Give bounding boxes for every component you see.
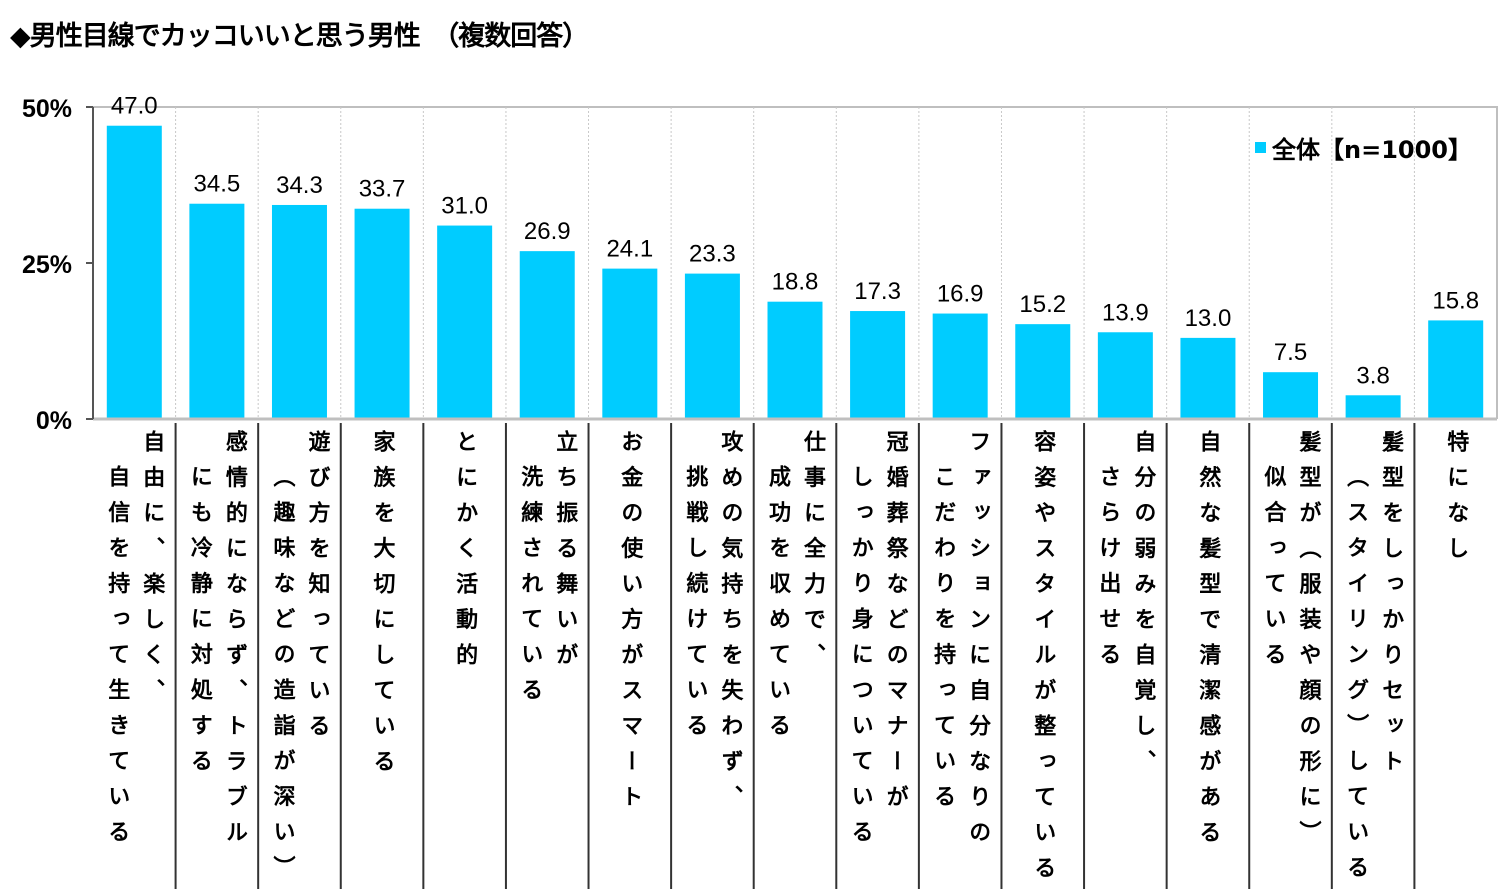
category-label-line: （趣味などの造詣が深い） bbox=[269, 465, 295, 891]
bar bbox=[1015, 324, 1071, 419]
category-label: 自分の弱みを自覚し、 さらけ出せる bbox=[1084, 430, 1167, 785]
category-label-line: 自信を持って生きている bbox=[104, 465, 130, 856]
bar bbox=[1428, 320, 1484, 419]
category-label-line: ファッションに自分なりの bbox=[965, 430, 991, 856]
y-tick-label: 25% bbox=[22, 251, 72, 279]
category-label: ファッションに自分なりの こだわりを持っている bbox=[919, 430, 1002, 856]
category-label-line: 自分の弱みを自覚し、 bbox=[1130, 430, 1156, 785]
category-label-line: （スタイリング）している bbox=[1343, 465, 1369, 891]
category-label-line: しっかり身についている bbox=[847, 465, 873, 856]
category-label-line: こだわりを持っている bbox=[930, 465, 956, 820]
bar bbox=[684, 273, 740, 419]
data-label: 3.8 bbox=[1356, 362, 1389, 389]
category-label: 容姿やスタイルが整っている bbox=[1001, 430, 1084, 892]
category-label: 攻めの気持ちを失わず、 挑戦し続けている bbox=[671, 430, 754, 821]
category-label-line: 容姿やスタイルが整っている bbox=[1030, 430, 1056, 892]
category-label-line: 仕事に全力で、 bbox=[799, 430, 825, 679]
category-label-line: 成功を収めている bbox=[764, 465, 790, 749]
data-label: 24.1 bbox=[606, 236, 653, 263]
bar bbox=[850, 311, 906, 419]
legend: 全体【n=1000】 bbox=[1255, 130, 1472, 165]
category-label-line: 髪型が（服装や顔の形に） bbox=[1295, 430, 1321, 856]
bar bbox=[1097, 332, 1153, 419]
category-label: 髪型が（服装や顔の形に） 似合っている bbox=[1249, 430, 1332, 856]
category-label: 仕事に全力で、 成功を収めている bbox=[754, 430, 837, 749]
bar bbox=[932, 313, 988, 419]
chart-title: ◆男性目線でカッコいいと思う男性 （複数回答） bbox=[10, 21, 589, 52]
category-label: 遊び方を知っている （趣味などの造詣が深い） bbox=[258, 430, 341, 891]
category-label-line: 感情的にならず、トラブル bbox=[221, 430, 247, 856]
data-label: 34.3 bbox=[276, 172, 323, 199]
category-label: 自由に、楽しく、 自信を持って生きている bbox=[93, 430, 176, 856]
category-label: 家族を大切にしている bbox=[341, 430, 424, 785]
category-label-line: 特になし bbox=[1443, 430, 1469, 572]
bar bbox=[1345, 395, 1401, 419]
bar bbox=[189, 203, 245, 419]
data-label: 13.0 bbox=[1185, 305, 1232, 332]
bar bbox=[767, 301, 823, 419]
bar bbox=[519, 251, 575, 419]
category-label-line: さらけ出せる bbox=[1095, 465, 1121, 678]
category-label: 自然な髪型で清潔感がある bbox=[1167, 430, 1250, 856]
category-label-line: 似合っている bbox=[1260, 465, 1286, 678]
data-label: 13.9 bbox=[1102, 299, 1149, 326]
bar bbox=[106, 125, 162, 419]
category-label-line: お金の使い方がスマート bbox=[617, 430, 643, 821]
bar bbox=[1180, 337, 1236, 419]
category-label: 感情的にならず、トラブル にも冷静に対処する bbox=[176, 430, 259, 856]
category-label-line: 家族を大切にしている bbox=[369, 430, 395, 785]
y-tick-label: 0% bbox=[36, 407, 72, 435]
data-label: 17.3 bbox=[854, 278, 901, 305]
category-label-line: 髪型をしっかりセット bbox=[1378, 430, 1404, 785]
category-label-line: 挑戦し続けている bbox=[682, 465, 708, 749]
data-label: 15.8 bbox=[1432, 287, 1479, 314]
bar bbox=[437, 225, 493, 419]
bar bbox=[271, 204, 327, 419]
bar bbox=[354, 208, 410, 419]
category-label: 立ち振る舞いが 洗練されている bbox=[506, 430, 589, 714]
data-label: 31.0 bbox=[441, 193, 488, 220]
data-label: 18.8 bbox=[772, 269, 819, 296]
data-label: 15.2 bbox=[1019, 291, 1066, 318]
category-label-line: とにかく活動的 bbox=[452, 430, 478, 679]
category-label-line: 遊び方を知っている bbox=[304, 430, 330, 750]
category-label: 冠婚葬祭などのマナーが しっかり身についている bbox=[836, 430, 919, 856]
data-label: 47.0 bbox=[111, 93, 158, 120]
data-label: 34.5 bbox=[194, 171, 241, 198]
category-label: 特になし bbox=[1414, 430, 1497, 572]
data-label: 33.7 bbox=[359, 176, 406, 203]
legend-label: 全体【n=1000】 bbox=[1272, 136, 1472, 164]
bar bbox=[602, 268, 658, 419]
y-tick-label: 50% bbox=[22, 95, 72, 123]
category-label: 髪型をしっかりセット （スタイリング）している bbox=[1332, 430, 1415, 891]
data-label: 16.9 bbox=[937, 281, 984, 308]
category-label-line: にも冷静に対処する bbox=[186, 465, 212, 785]
category-label-line: 自由に、楽しく、 bbox=[139, 430, 165, 714]
data-label: 26.9 bbox=[524, 218, 571, 245]
data-label: 7.5 bbox=[1274, 339, 1307, 366]
bar bbox=[1263, 372, 1319, 419]
data-label: 23.3 bbox=[689, 241, 736, 268]
plot-border bbox=[93, 106, 1498, 419]
category-label: お金の使い方がスマート bbox=[589, 430, 672, 821]
category-label-line: 攻めの気持ちを失わず、 bbox=[717, 430, 743, 821]
category-label-line: 洗練されている bbox=[517, 465, 543, 714]
category-label-line: 立ち振る舞いが bbox=[552, 430, 578, 679]
category-label: とにかく活動的 bbox=[423, 430, 506, 679]
category-label-line: 冠婚葬祭などのマナーが bbox=[882, 430, 908, 821]
legend-swatch bbox=[1255, 142, 1266, 153]
category-label-line: 自然な髪型で清潔感がある bbox=[1195, 430, 1221, 856]
